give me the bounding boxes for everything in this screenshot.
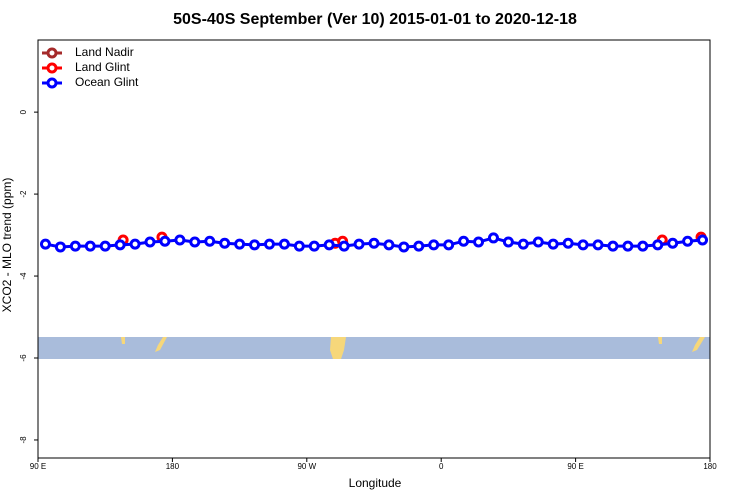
legend-marker [46, 77, 58, 89]
data-point [443, 239, 455, 251]
data-point [517, 238, 529, 250]
data-point [293, 240, 305, 252]
data-point [577, 239, 589, 251]
legend-label: Ocean Glint [75, 75, 139, 89]
data-point [532, 236, 544, 248]
data-point [234, 238, 246, 250]
map-strip [38, 337, 710, 359]
data-point [652, 239, 664, 251]
data-point [697, 234, 709, 246]
data-point [263, 238, 275, 250]
x-tick-label: 180 [703, 462, 717, 471]
data-point [547, 238, 559, 250]
chart-title: 50S-40S September (Ver 10) 2015-01-01 to… [173, 11, 577, 28]
legend-marker [46, 62, 58, 74]
data-point [353, 238, 365, 250]
x-tick-label: 0 [439, 462, 444, 471]
y-tick-label: 0 [19, 109, 28, 114]
data-point [682, 235, 694, 247]
data-point [39, 238, 51, 250]
legend-marker [46, 47, 58, 59]
data-point [323, 239, 335, 251]
data-point [473, 236, 485, 248]
data-point [99, 240, 111, 252]
data-point [458, 235, 470, 247]
data-point [159, 235, 171, 247]
legend-label: Land Nadir [75, 45, 134, 59]
data-point [84, 240, 96, 252]
data-point [383, 239, 395, 251]
y-tick-label: -4 [19, 272, 28, 280]
x-tick-label: 90 E [567, 462, 583, 471]
data-point [204, 235, 216, 247]
data-point [413, 240, 425, 252]
data-point [69, 240, 81, 252]
data-point [607, 240, 619, 252]
y-tick-label: -2 [19, 190, 28, 198]
data-point [368, 237, 380, 249]
data-point [487, 232, 499, 244]
x-tick-label: 180 [166, 462, 180, 471]
data-point [189, 236, 201, 248]
data-point [144, 236, 156, 248]
data-point [308, 240, 320, 252]
data-point [562, 237, 574, 249]
data-point [219, 237, 231, 249]
data-point [174, 234, 186, 246]
data-point [114, 239, 126, 251]
data-point [502, 236, 514, 248]
data-point [622, 240, 634, 252]
data-point [129, 238, 141, 250]
x-tick-label: 90 E [30, 462, 46, 471]
plot-frame [37, 39, 711, 459]
data-point [249, 239, 261, 251]
data-point [667, 237, 679, 249]
y-tick-label: -8 [19, 436, 28, 444]
data-point [278, 238, 290, 250]
x-tick-label: 90 W [297, 462, 316, 471]
data-point [592, 239, 604, 251]
x-axis-label: Longitude [349, 476, 402, 490]
data-point [54, 241, 66, 253]
legend-label: Land Glint [75, 60, 130, 74]
data-point [398, 241, 410, 253]
y-axis-label: XCO2 - MLO trend (ppm) [0, 178, 14, 313]
data-point [637, 240, 649, 252]
y-tick-label: -6 [19, 354, 28, 362]
data-point [338, 240, 350, 252]
data-point [428, 239, 440, 251]
